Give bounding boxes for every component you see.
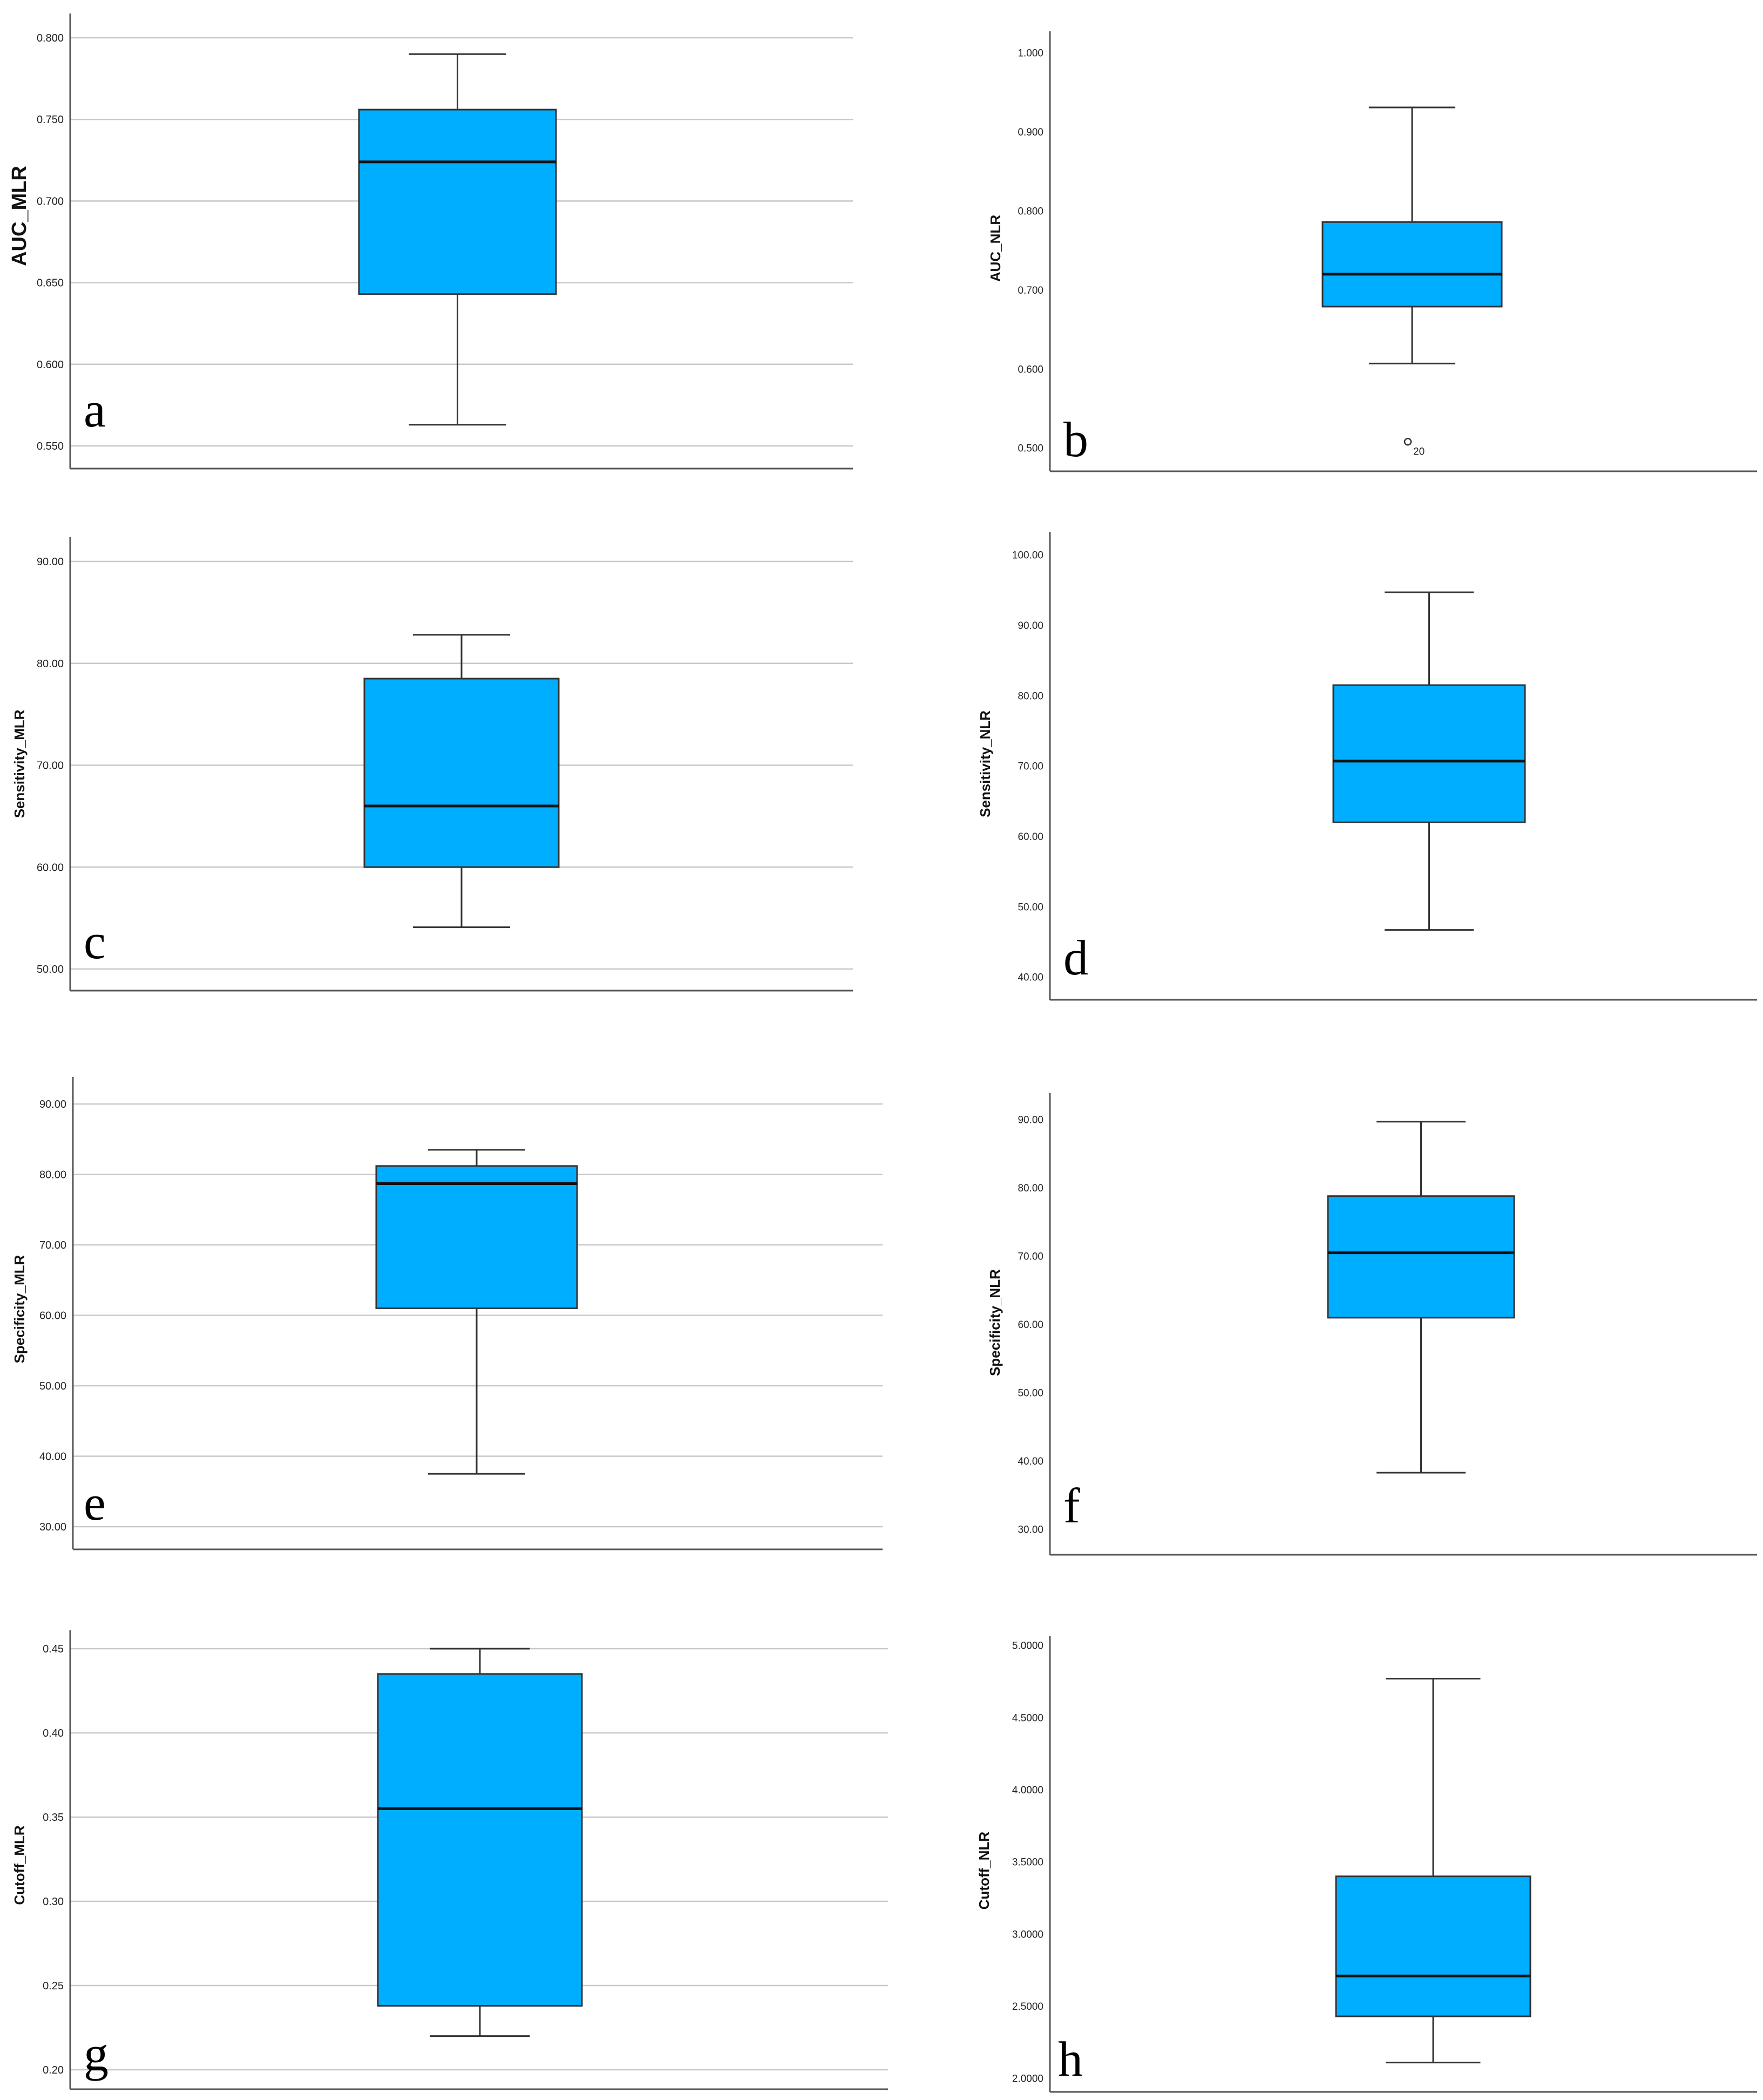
tick-label-b-2: 0.700	[1018, 285, 1043, 296]
tick-label-f-3: 60.00	[1018, 1319, 1043, 1331]
tick-label-h-6: 5.0000	[1012, 1641, 1043, 1652]
tick-label-g-3: 0.35	[43, 1812, 64, 1824]
tick-label-h-5: 4.5000	[1012, 1712, 1043, 1724]
tick-label-h-2: 3.0000	[1012, 1929, 1043, 1940]
tick-label-f-0: 30.00	[1018, 1525, 1043, 1536]
panel-letter-d: d	[1063, 930, 1088, 985]
panel-letter-g: g	[84, 2026, 109, 2081]
iqr-box-a	[358, 109, 557, 295]
iqr-box-d	[1332, 684, 1526, 823]
tick-label-b-5: 1.000	[1018, 48, 1043, 59]
tick-label-e-1: 40.00	[39, 1451, 66, 1463]
tick-label-c-1: 60.00	[37, 862, 64, 873]
panel-letter-f: f	[1063, 1478, 1080, 1533]
tick-label-f-2: 50.00	[1018, 1388, 1043, 1399]
iqr-box-e	[375, 1165, 578, 1309]
y-axis-label-d: Sensitivity_NLR	[977, 710, 993, 817]
tick-label-f-6: 90.00	[1018, 1115, 1043, 1126]
tick-label-c-0: 50.00	[37, 964, 64, 976]
y-axis-label-h: Cutoff_NLR	[976, 1832, 992, 1910]
panel-letter-c: c	[84, 914, 106, 969]
tick-label-d-5: 90.00	[1018, 620, 1043, 632]
tick-label-b-3: 0.800	[1018, 206, 1043, 217]
tick-label-a-3: 0.700	[37, 195, 64, 207]
tick-label-e-3: 60.00	[39, 1310, 66, 1322]
panel-letter-a: a	[84, 382, 106, 437]
panel-b: 0.500 0.600 0.700 0.800 0.900 1.000 AUC_NLR 20 b	[987, 31, 1757, 472]
y-axis-label-a: AUC_MLR	[8, 166, 31, 266]
tick-label-h-3: 3.5000	[1012, 1857, 1043, 1868]
tick-label-a-4: 0.750	[37, 114, 64, 126]
tick-label-d-0: 40.00	[1018, 972, 1043, 984]
tick-label-c-2: 70.00	[37, 760, 64, 772]
tick-label-g-5: 0.45	[43, 1643, 64, 1655]
panel-e: 30.00 40.00 50.00 60.00 70.00 80.00 90.00 Speci…	[11, 1077, 883, 1550]
iqr-box-c	[363, 678, 560, 868]
panel-letter-e: e	[84, 1475, 106, 1530]
panel-d: 40.00 50.00 60.00 70.00 80.00 90.00 100.00 Sens…	[977, 532, 1757, 1001]
tick-label-h-0: 2.0000	[1012, 2074, 1043, 2085]
iqr-box-g	[377, 1673, 583, 2007]
tick-label-h-1: 2.5000	[1012, 2001, 1043, 2013]
y-axis-label-b: AUC_NLR	[987, 215, 1003, 282]
tick-label-a-5: 0.800	[37, 32, 64, 44]
y-axis-label-c: Sensitivity_MLR	[11, 709, 28, 818]
tick-label-d-3: 70.00	[1018, 761, 1043, 773]
tick-label-e-0: 30.00	[39, 1521, 66, 1533]
tick-label-g-4: 0.40	[43, 1728, 64, 1739]
tick-label-a-0: 0.550	[37, 441, 64, 452]
outlier-label-b-0: 20	[1413, 446, 1425, 457]
tick-label-d-2: 60.00	[1018, 831, 1043, 843]
y-axis-label-f: Specificity_NLR	[987, 1269, 1003, 1376]
tick-label-d-6: 100.00	[1012, 550, 1043, 561]
tick-label-g-0: 0.20	[43, 2064, 64, 2076]
tick-label-f-4: 70.00	[1018, 1251, 1043, 1263]
iqr-box-h	[1335, 1875, 1531, 2017]
panel-c: 50.00 60.00 70.00 80.00 90.00 Sensitivity_MLR…	[11, 537, 853, 992]
panel-letter-b: b	[1063, 412, 1088, 467]
panel-h: 2.0000 2.5000 3.0000 3.5000 4.0000 4.5000 5.00…	[976, 1636, 1757, 2093]
tick-label-b-0: 0.500	[1018, 443, 1043, 455]
iqr-box-b	[1321, 221, 1503, 308]
tick-label-e-2: 50.00	[39, 1380, 66, 1392]
tick-label-d-4: 80.00	[1018, 690, 1043, 702]
outlier-point-b-0	[1403, 438, 1412, 446]
tick-label-b-4: 0.900	[1018, 127, 1043, 138]
tick-label-g-1: 0.25	[43, 1980, 64, 1992]
tick-label-c-4: 90.00	[37, 556, 64, 568]
panel-letter-h: h	[1058, 2031, 1083, 2087]
y-axis-label-g: Cutoff_MLR	[11, 1825, 28, 1905]
tick-label-g-2: 0.30	[43, 1896, 64, 1908]
tick-label-f-5: 80.00	[1018, 1183, 1043, 1194]
y-axis-label-e: Specificity_MLR	[11, 1255, 28, 1363]
panel-f: 30.00 40.00 50.00 60.00 70.00 80.00 90.00 Speci…	[987, 1093, 1757, 1556]
tick-label-e-5: 80.00	[39, 1169, 66, 1181]
tick-label-e-6: 90.00	[39, 1099, 66, 1110]
iqr-box-f	[1327, 1195, 1515, 1319]
tick-label-a-2: 0.650	[37, 277, 64, 289]
tick-label-f-1: 40.00	[1018, 1456, 1043, 1467]
tick-label-d-1: 50.00	[1018, 902, 1043, 913]
tick-label-c-3: 80.00	[37, 658, 64, 670]
tick-label-e-4: 70.00	[39, 1239, 66, 1251]
tick-label-b-1: 0.600	[1018, 364, 1043, 375]
tick-label-h-4: 4.0000	[1012, 1785, 1043, 1796]
tick-label-a-1: 0.600	[37, 359, 64, 371]
